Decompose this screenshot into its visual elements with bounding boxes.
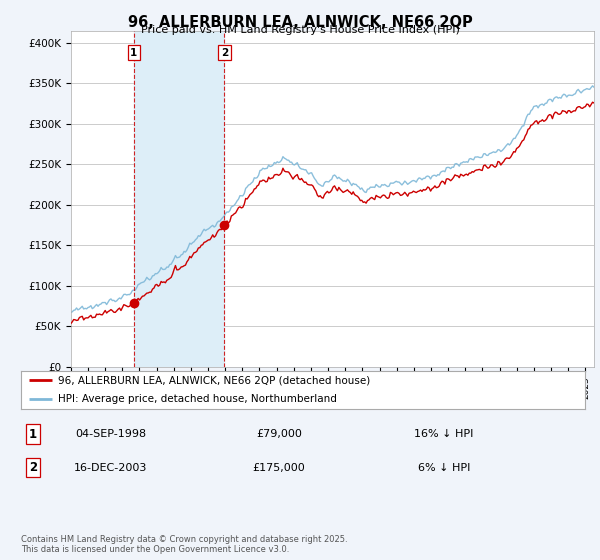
Text: 6% ↓ HPI: 6% ↓ HPI <box>418 463 470 473</box>
Text: 1: 1 <box>130 48 137 58</box>
Text: HPI: Average price, detached house, Northumberland: HPI: Average price, detached house, Nort… <box>58 394 337 404</box>
Text: £175,000: £175,000 <box>253 463 305 473</box>
Text: 16% ↓ HPI: 16% ↓ HPI <box>415 429 473 439</box>
Text: 16-DEC-2003: 16-DEC-2003 <box>74 463 148 473</box>
Text: Contains HM Land Registry data © Crown copyright and database right 2025.
This d: Contains HM Land Registry data © Crown c… <box>21 535 347 554</box>
Text: 04-SEP-1998: 04-SEP-1998 <box>76 429 146 439</box>
Text: 96, ALLERBURN LEA, ALNWICK, NE66 2QP (detached house): 96, ALLERBURN LEA, ALNWICK, NE66 2QP (de… <box>58 375 370 385</box>
Text: 2: 2 <box>221 48 228 58</box>
Text: 2: 2 <box>29 461 37 474</box>
Text: 96, ALLERBURN LEA, ALNWICK, NE66 2QP: 96, ALLERBURN LEA, ALNWICK, NE66 2QP <box>128 15 472 30</box>
Text: 1: 1 <box>29 427 37 441</box>
Text: Price paid vs. HM Land Registry's House Price Index (HPI): Price paid vs. HM Land Registry's House … <box>140 25 460 35</box>
Text: £79,000: £79,000 <box>256 429 302 439</box>
Bar <box>134 31 224 367</box>
